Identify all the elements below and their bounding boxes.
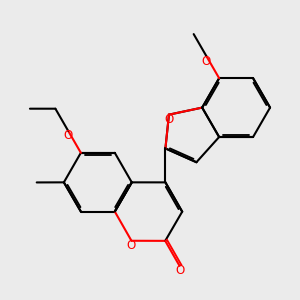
Text: O: O — [127, 239, 136, 252]
Text: O: O — [64, 129, 73, 142]
Text: O: O — [202, 55, 211, 68]
Text: O: O — [164, 113, 174, 126]
Text: O: O — [175, 265, 184, 278]
